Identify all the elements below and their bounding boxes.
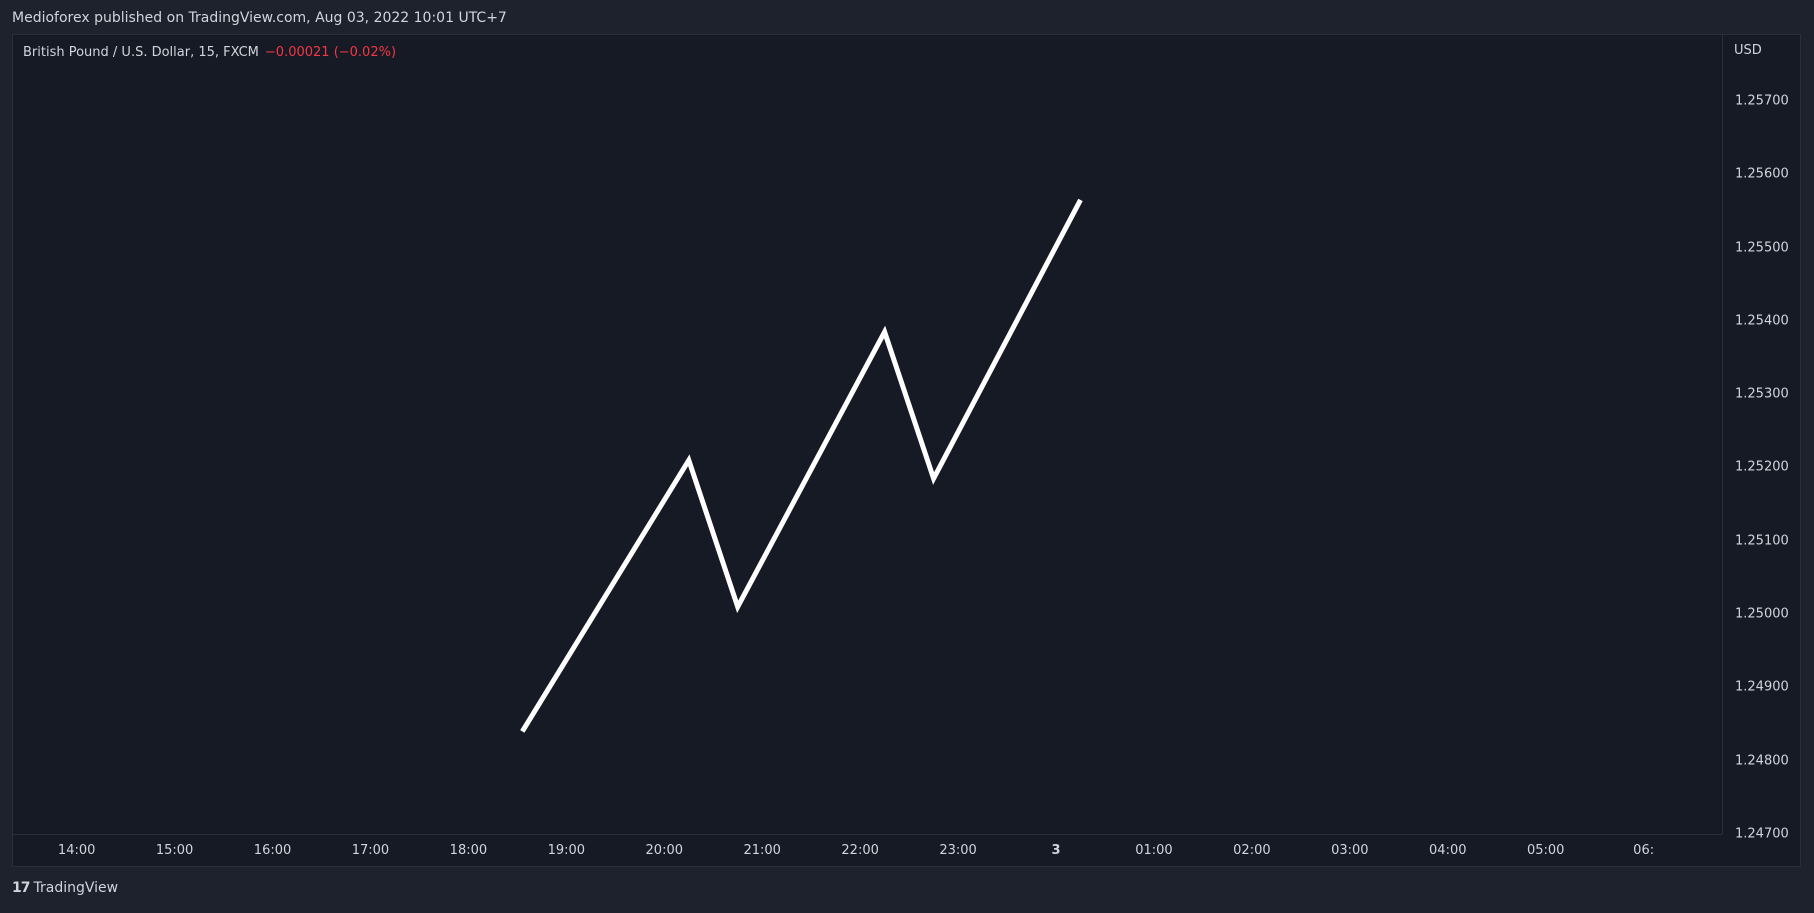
tradingview-footer[interactable]: 17 TradingView [12, 880, 118, 896]
time-tick-label: 3 [1051, 843, 1061, 858]
price-tick-label: 1.25100 [1735, 533, 1789, 549]
price-tick-label: 1.25200 [1735, 459, 1789, 475]
price-change: −0.00021 (−0.02%) [264, 45, 397, 60]
price-tick-label: 1.24700 [1735, 826, 1789, 842]
time-tick-label: 06: [1633, 843, 1655, 858]
price-tick-label: 1.25600 [1735, 166, 1789, 182]
plot-area [520, 198, 1083, 733]
time-tick-label: 21:00 [743, 843, 781, 858]
price-tick-label: 1.25300 [1735, 386, 1789, 402]
time-tick-label: 02:00 [1233, 843, 1271, 858]
time-scale[interactable]: 14:00 15:00 16:00 17:00 18:00 19:00 20:00 21:00… [13, 834, 1722, 866]
published-header: Medioforex published on TradingView.com,… [12, 10, 507, 26]
price-tick-label: 1.25700 [1735, 93, 1789, 109]
time-tick-label: 18:00 [449, 843, 488, 858]
time-tick-label: 19:00 [547, 843, 586, 858]
symbol-legend[interactable]: British Pound / U.S. Dollar, 15, FXCM −0.… [23, 45, 396, 60]
price-scale[interactable]: USD 1.25700 1.25600 1.25500 1.25400 1.25300 1… [1722, 35, 1800, 842]
series-line-0[interactable] [520, 198, 1083, 733]
time-tick-label: 05:00 [1526, 843, 1565, 858]
price-tick-label: 1.25500 [1735, 240, 1789, 256]
time-tick-label: 22:00 [841, 843, 879, 858]
price-tick-label: 1.25000 [1735, 606, 1789, 622]
time-tick-label: 20:00 [645, 843, 683, 858]
symbol-title: British Pound / U.S. Dollar, 15, FXCM [23, 45, 259, 60]
time-tick-label: 01:00 [1135, 843, 1173, 858]
price-tick-label: 1.24900 [1735, 679, 1789, 695]
price-tick-label: 1.25400 [1735, 313, 1789, 329]
chart-pane[interactable]: British Pound / U.S. Dollar, 15, FXCM −0.… [13, 35, 1722, 834]
price-tick-label: 1.24800 [1735, 753, 1789, 769]
currency-label: USD [1734, 43, 1762, 58]
time-tick-label: 14:00 [57, 843, 96, 858]
tradingview-logo-icon: 17 [12, 880, 31, 896]
chart-frame[interactable]: British Pound / U.S. Dollar, 15, FXCM −0.… [12, 34, 1801, 867]
time-tick-label: 23:00 [939, 843, 977, 858]
time-tick-label: 16:00 [253, 843, 292, 858]
time-tick-label: 15:00 [155, 843, 194, 858]
time-tick-label: 03:00 [1331, 843, 1369, 858]
tradingview-brand: TradingView [33, 880, 119, 896]
time-tick-label: 04:00 [1429, 843, 1467, 858]
time-tick-label: 17:00 [351, 843, 390, 858]
